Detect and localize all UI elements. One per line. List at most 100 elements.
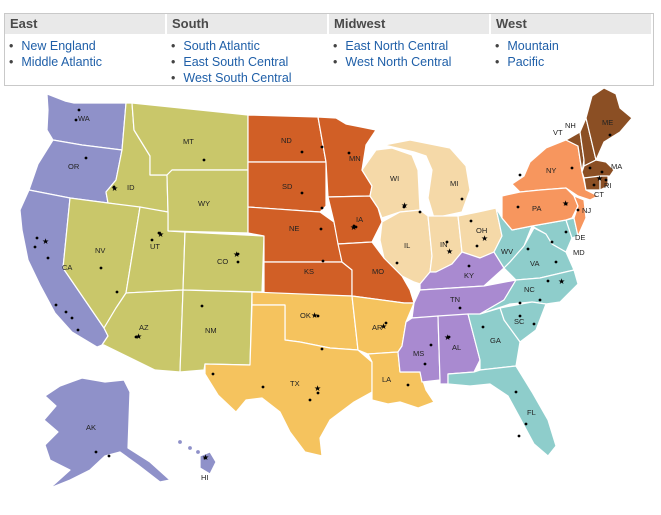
label-in: IN	[440, 240, 448, 249]
legend-link-mountain[interactable]: Mountain	[495, 38, 651, 54]
label-nv: NV	[95, 246, 105, 255]
label-mo: MO	[372, 267, 384, 276]
label-fl: FL	[527, 408, 536, 417]
legend-link-west-south-central[interactable]: West South Central	[171, 70, 329, 86]
state-wi[interactable]	[361, 147, 421, 219]
label-nc: NC	[524, 285, 535, 294]
label-la: LA	[382, 375, 391, 384]
svg-text:★: ★	[311, 311, 318, 320]
state-nj[interactable]	[573, 195, 587, 237]
legend-link-east-north-central[interactable]: East North Central	[333, 38, 491, 54]
state-ia[interactable]	[327, 195, 383, 245]
label-ne: NE	[289, 224, 299, 233]
state-il[interactable]	[379, 209, 433, 285]
legend-heading-east: East	[5, 14, 167, 34]
label-ca: CA	[62, 263, 72, 272]
label-hi: HI	[201, 473, 209, 482]
state-ga[interactable]	[467, 307, 521, 371]
capital-stars: ★ ★ ★ ★ ★ ★ ★ ★ ★ ★ ★ ★ ★ ★ ★ ★ ★	[42, 174, 603, 462]
label-wi: WI	[390, 174, 399, 183]
label-az: AZ	[139, 323, 149, 332]
svg-text:★: ★	[481, 234, 488, 243]
label-ct: CT	[594, 190, 604, 199]
svg-text:★: ★	[350, 223, 357, 232]
state-sd[interactable]	[247, 161, 327, 213]
label-nm: NM	[205, 326, 217, 335]
legend-link-east-south-central[interactable]: East South Central	[171, 54, 329, 70]
label-ar: AR	[372, 323, 383, 332]
region-legend: East New England Middle Atlantic South S…	[4, 13, 654, 86]
label-ut: UT	[150, 242, 160, 251]
svg-text:★: ★	[111, 184, 118, 193]
label-pa: PA	[532, 204, 541, 213]
region-new-england[interactable]	[565, 87, 633, 191]
label-ga: GA	[490, 336, 501, 345]
label-de: DE	[575, 233, 585, 242]
label-ok: OK	[300, 311, 311, 320]
legend-link-pacific[interactable]: Pacific	[495, 54, 651, 70]
legend-heading-midwest: Midwest	[329, 14, 491, 34]
svg-text:★: ★	[233, 250, 240, 259]
legend-column-east: East New England Middle Atlantic	[5, 14, 167, 85]
label-or: OR	[68, 162, 80, 171]
svg-text:★: ★	[446, 247, 453, 256]
legend-link-south-atlantic[interactable]: South Atlantic	[171, 38, 329, 54]
region-west-south-central[interactable]	[204, 291, 435, 457]
label-sd: SD	[282, 182, 293, 191]
svg-text:★: ★	[135, 332, 142, 341]
label-ri: RI	[604, 181, 612, 190]
svg-text:★: ★	[42, 237, 49, 246]
label-ia: IA	[356, 215, 363, 224]
label-ks: KS	[304, 267, 314, 276]
state-mi[interactable]	[383, 139, 471, 219]
region-south-atlantic[interactable]	[447, 207, 579, 457]
svg-text:★: ★	[596, 174, 603, 183]
region-east-north-central[interactable]	[361, 139, 503, 285]
label-nj: NJ	[582, 206, 591, 215]
legend-column-south: South South Atlantic East South Central …	[167, 14, 329, 85]
region-east-south-central[interactable]	[397, 251, 517, 385]
svg-text:★: ★	[562, 199, 569, 208]
label-ak: AK	[86, 423, 96, 432]
svg-text:★: ★	[558, 277, 565, 286]
label-sc: SC	[514, 317, 525, 326]
state-tx[interactable]	[204, 304, 373, 457]
label-il: IL	[404, 241, 410, 250]
label-ky: KY	[464, 271, 474, 280]
label-ma: MA	[611, 162, 622, 171]
legend-link-new-england[interactable]: New England	[9, 38, 167, 54]
region-west-north-central[interactable]	[247, 114, 415, 304]
svg-text:★: ★	[314, 384, 321, 393]
legend-heading-south: South	[167, 14, 329, 34]
label-mt: MT	[183, 137, 194, 146]
label-mi: MI	[450, 179, 458, 188]
label-tn: TN	[450, 295, 460, 304]
label-va: VA	[530, 259, 539, 268]
label-oh: OH	[476, 226, 487, 235]
state-hi[interactable]	[176, 438, 217, 475]
svg-text:★: ★	[380, 322, 387, 331]
state-fl[interactable]	[447, 365, 557, 457]
label-nh: NH	[565, 121, 576, 130]
state-ak[interactable]	[43, 377, 171, 489]
region-pacific[interactable]	[19, 93, 217, 489]
label-ms: MS	[413, 349, 424, 358]
state-pa[interactable]	[501, 187, 579, 231]
legend-heading-west: West	[491, 14, 651, 34]
svg-text:★: ★	[444, 333, 451, 342]
svg-text:★: ★	[401, 201, 408, 210]
legend-link-middle-atlantic[interactable]: Middle Atlantic	[9, 54, 167, 70]
state-vt[interactable]	[565, 131, 585, 173]
region-middle-atlantic[interactable]	[501, 139, 599, 237]
label-id: ID	[127, 183, 135, 192]
city-markers	[33, 108, 612, 460]
state-mn[interactable]	[317, 116, 377, 198]
label-wy: WY	[198, 199, 210, 208]
svg-text:★: ★	[157, 230, 164, 239]
label-md: MD	[573, 248, 585, 257]
region-mountain[interactable]	[62, 102, 265, 373]
label-wv: WV	[501, 247, 513, 256]
label-tx: TX	[290, 379, 300, 388]
state-me[interactable]	[585, 87, 633, 161]
legend-link-west-north-central[interactable]: West North Central	[333, 54, 491, 70]
